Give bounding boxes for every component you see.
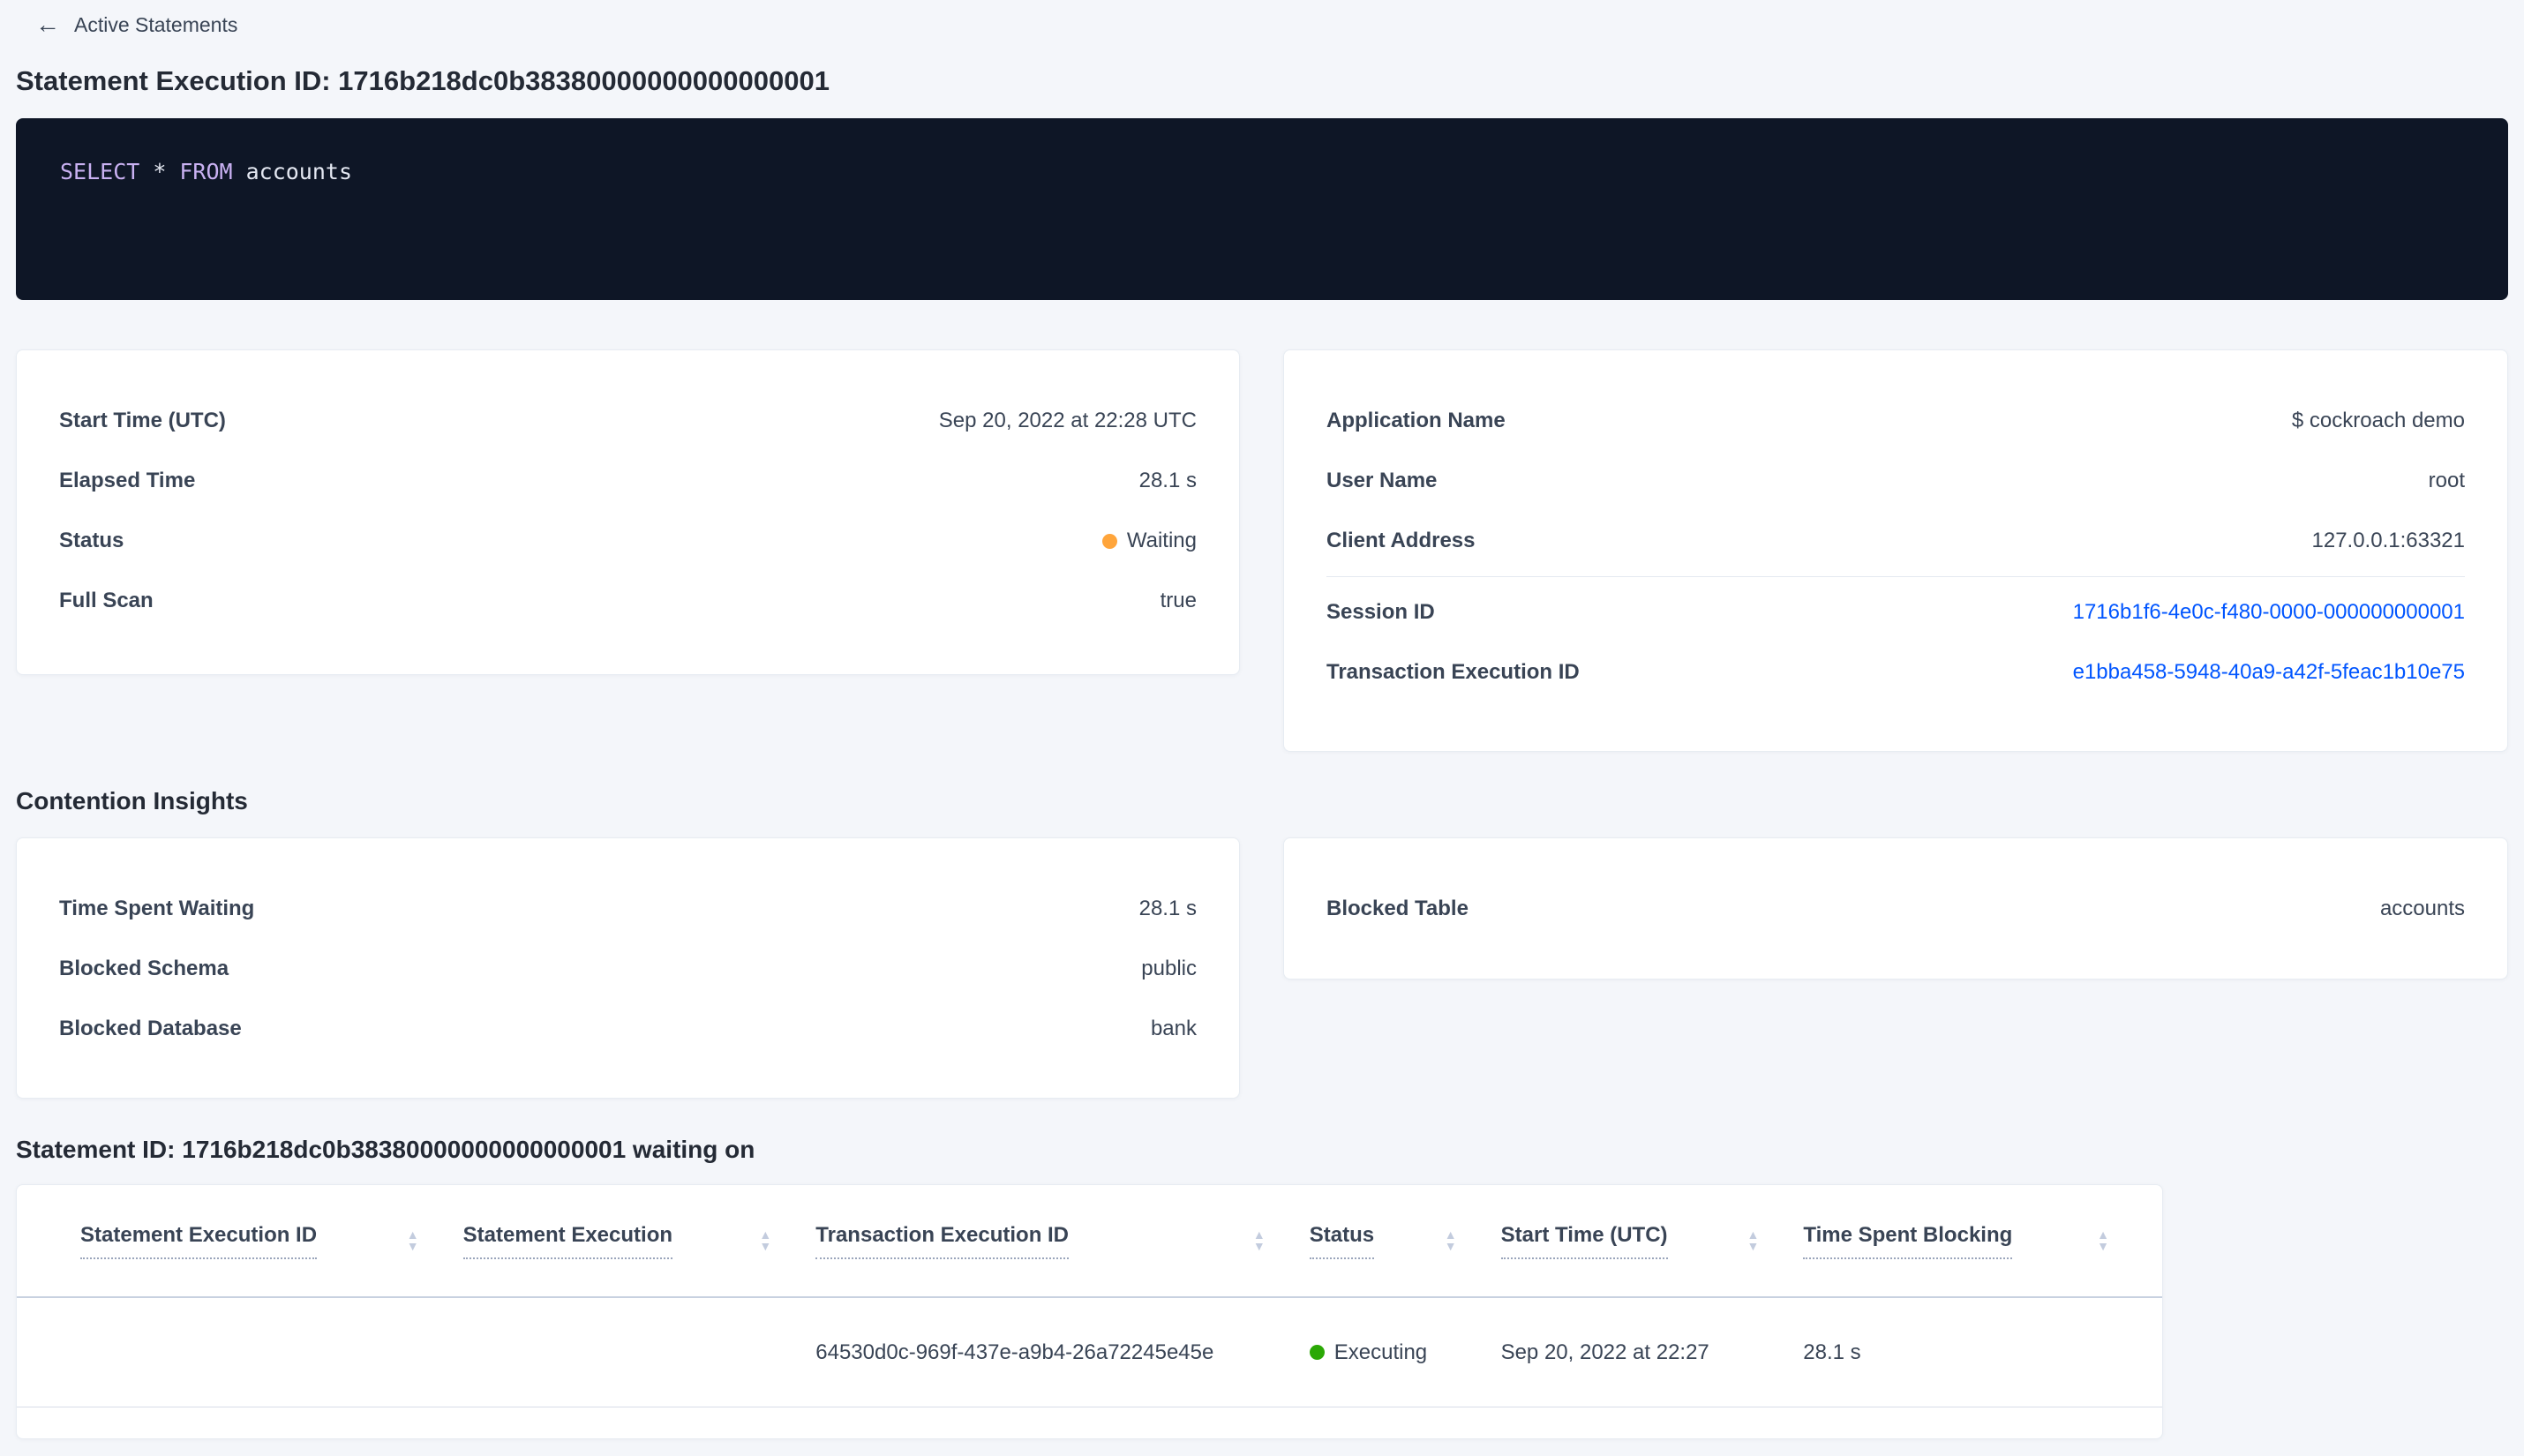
sql-keyword-select: SELECT xyxy=(60,159,140,184)
full-scan-row: Full Scan true xyxy=(59,571,1197,631)
card-divider xyxy=(1326,576,2465,577)
elapsed-time-value: 28.1 s xyxy=(1138,469,1197,492)
blocked-schema-value: public xyxy=(1141,957,1197,980)
sql-statement-box: SELECT * FROM accounts xyxy=(16,118,2508,300)
sql-keyword-from: FROM xyxy=(179,159,233,184)
column-header-label: Transaction Execution ID xyxy=(815,1223,1070,1259)
cell-start-time: Sep 20, 2022 at 22:27 xyxy=(1500,1340,1709,1364)
full-scan-label: Full Scan xyxy=(59,589,154,612)
blocked-database-label: Blocked Database xyxy=(59,1017,242,1040)
blocked-database-row: Blocked Database bank xyxy=(59,999,1197,1059)
transaction-execution-id-label: Transaction Execution ID xyxy=(1326,660,1580,684)
column-header-time-spent-blocking[interactable]: Time Spent Blocking ▲ ▼ xyxy=(1803,1223,2109,1259)
transaction-execution-id-link[interactable]: e1bba458-5948-40a9-a42f-5feac1b10e75 xyxy=(2072,660,2465,684)
column-header-start-time[interactable]: Start Time (UTC) ▲ ▼ xyxy=(1500,1223,1804,1259)
user-name-row: User Name root xyxy=(1326,451,2465,511)
blocked-schema-label: Blocked Schema xyxy=(59,957,229,980)
application-name-row: Application Name $ cockroach demo xyxy=(1326,391,2465,451)
table-row: 64530d0c-969f-437e-a9b4-26a72245e45e Exe… xyxy=(17,1298,2162,1407)
page-title: Statement Execution ID: 1716b218dc0b3838… xyxy=(16,65,830,96)
client-address-row: Client Address 127.0.0.1:63321 xyxy=(1326,511,2465,571)
column-header-statement-execution-id[interactable]: Statement Execution ID ▲ ▼ xyxy=(80,1223,463,1259)
waiting-on-heading: Statement ID: 1716b218dc0b38380000000000… xyxy=(16,1136,755,1163)
start-time-label: Start Time (UTC) xyxy=(59,409,226,432)
blocked-database-value: bank xyxy=(1150,1017,1197,1040)
contention-card-left: Time Spent Waiting 28.1 s Blocked Schema… xyxy=(16,837,1240,1099)
back-link-label: Active Statements xyxy=(74,12,238,36)
time-spent-waiting-value: 28.1 s xyxy=(1138,897,1197,920)
status-waiting-text: Waiting xyxy=(1126,529,1197,552)
waiting-on-table: Statement Execution ID ▲ ▼ Statement Exec… xyxy=(16,1184,2163,1439)
blocked-table-row: Blocked Table accounts xyxy=(1326,879,2465,939)
status-waiting-dot-icon xyxy=(1101,533,1117,549)
column-header-label: Statement Execution ID xyxy=(80,1223,318,1259)
start-time-row: Start Time (UTC) Sep 20, 2022 at 22:28 U… xyxy=(59,391,1197,451)
client-address-label: Client Address xyxy=(1326,529,1476,552)
blocked-table-label: Blocked Table xyxy=(1326,897,1469,920)
start-time-value: Sep 20, 2022 at 22:28 UTC xyxy=(938,409,1197,432)
user-name-value: root xyxy=(2428,469,2465,492)
sort-arrows-icon: ▲ ▼ xyxy=(2097,1227,2109,1253)
overview-card-right: Application Name $ cockroach demo User N… xyxy=(1283,349,2508,752)
blocked-schema-row: Blocked Schema public xyxy=(59,939,1197,999)
sort-arrows-icon: ▲ ▼ xyxy=(406,1227,419,1253)
status-label: Status xyxy=(59,529,124,552)
transaction-execution-id-row: Transaction Execution ID e1bba458-5948-4… xyxy=(1326,642,2465,702)
sql-star-operator: * xyxy=(153,159,167,184)
cell-status: Executing xyxy=(1309,1340,1501,1365)
time-spent-waiting-label: Time Spent Waiting xyxy=(59,897,255,920)
column-header-status[interactable]: Status ▲ ▼ xyxy=(1309,1223,1501,1259)
status-value: Waiting xyxy=(1101,529,1197,553)
overview-card-left: Start Time (UTC) Sep 20, 2022 at 22:28 U… xyxy=(16,349,1240,675)
time-spent-waiting-row: Time Spent Waiting 28.1 s xyxy=(59,879,1197,939)
application-name-label: Application Name xyxy=(1326,409,1506,432)
sort-arrows-icon: ▲ ▼ xyxy=(1444,1227,1457,1253)
session-id-row: Session ID 1716b1f6-4e0c-f480-0000-00000… xyxy=(1326,582,2465,642)
full-scan-value: true xyxy=(1160,589,1197,612)
status-executing-text: Executing xyxy=(1333,1340,1428,1364)
back-link[interactable]: ← Active Statements xyxy=(35,12,237,37)
session-id-link[interactable]: 1716b1f6-4e0c-f480-0000-000000000001 xyxy=(2072,600,2465,624)
contention-card-right: Blocked Table accounts xyxy=(1283,837,2508,979)
session-id-label: Session ID xyxy=(1326,600,1435,624)
sort-arrows-icon: ▲ ▼ xyxy=(1252,1227,1266,1253)
table-header-row: Statement Execution ID ▲ ▼ Statement Exec… xyxy=(17,1185,2162,1298)
column-header-transaction-execution-id[interactable]: Transaction Execution ID ▲ ▼ xyxy=(815,1223,1310,1259)
client-address-value: 127.0.0.1:63321 xyxy=(2311,529,2466,552)
status-row: Status Waiting xyxy=(59,511,1197,571)
elapsed-time-row: Elapsed Time 28.1 s xyxy=(59,451,1197,511)
user-name-label: User Name xyxy=(1326,469,1438,492)
column-header-label: Statement Execution xyxy=(462,1223,673,1259)
contention-insights-heading: Contention Insights xyxy=(16,787,248,814)
column-header-label: Start Time (UTC) xyxy=(1500,1223,1668,1259)
blocked-table-value: accounts xyxy=(2379,897,2465,920)
sort-arrows-icon: ▲ ▼ xyxy=(1747,1227,1760,1253)
column-header-statement-execution[interactable]: Statement Execution ▲ ▼ xyxy=(462,1223,816,1259)
column-header-label: Status xyxy=(1309,1223,1375,1259)
cell-transaction-execution-id: 64530d0c-969f-437e-a9b4-26a72245e45e xyxy=(815,1340,1214,1364)
sql-table-name: accounts xyxy=(245,159,353,184)
cell-time-spent-blocking: 28.1 s xyxy=(1803,1340,1861,1364)
column-header-label: Time Spent Blocking xyxy=(1803,1223,2013,1259)
application-name-value: $ cockroach demo xyxy=(2291,409,2465,432)
sort-arrows-icon: ▲ ▼ xyxy=(759,1227,772,1253)
back-arrow-icon: ← xyxy=(35,11,60,38)
status-executing-dot-icon xyxy=(1309,1345,1325,1360)
elapsed-time-label: Elapsed Time xyxy=(59,469,196,492)
